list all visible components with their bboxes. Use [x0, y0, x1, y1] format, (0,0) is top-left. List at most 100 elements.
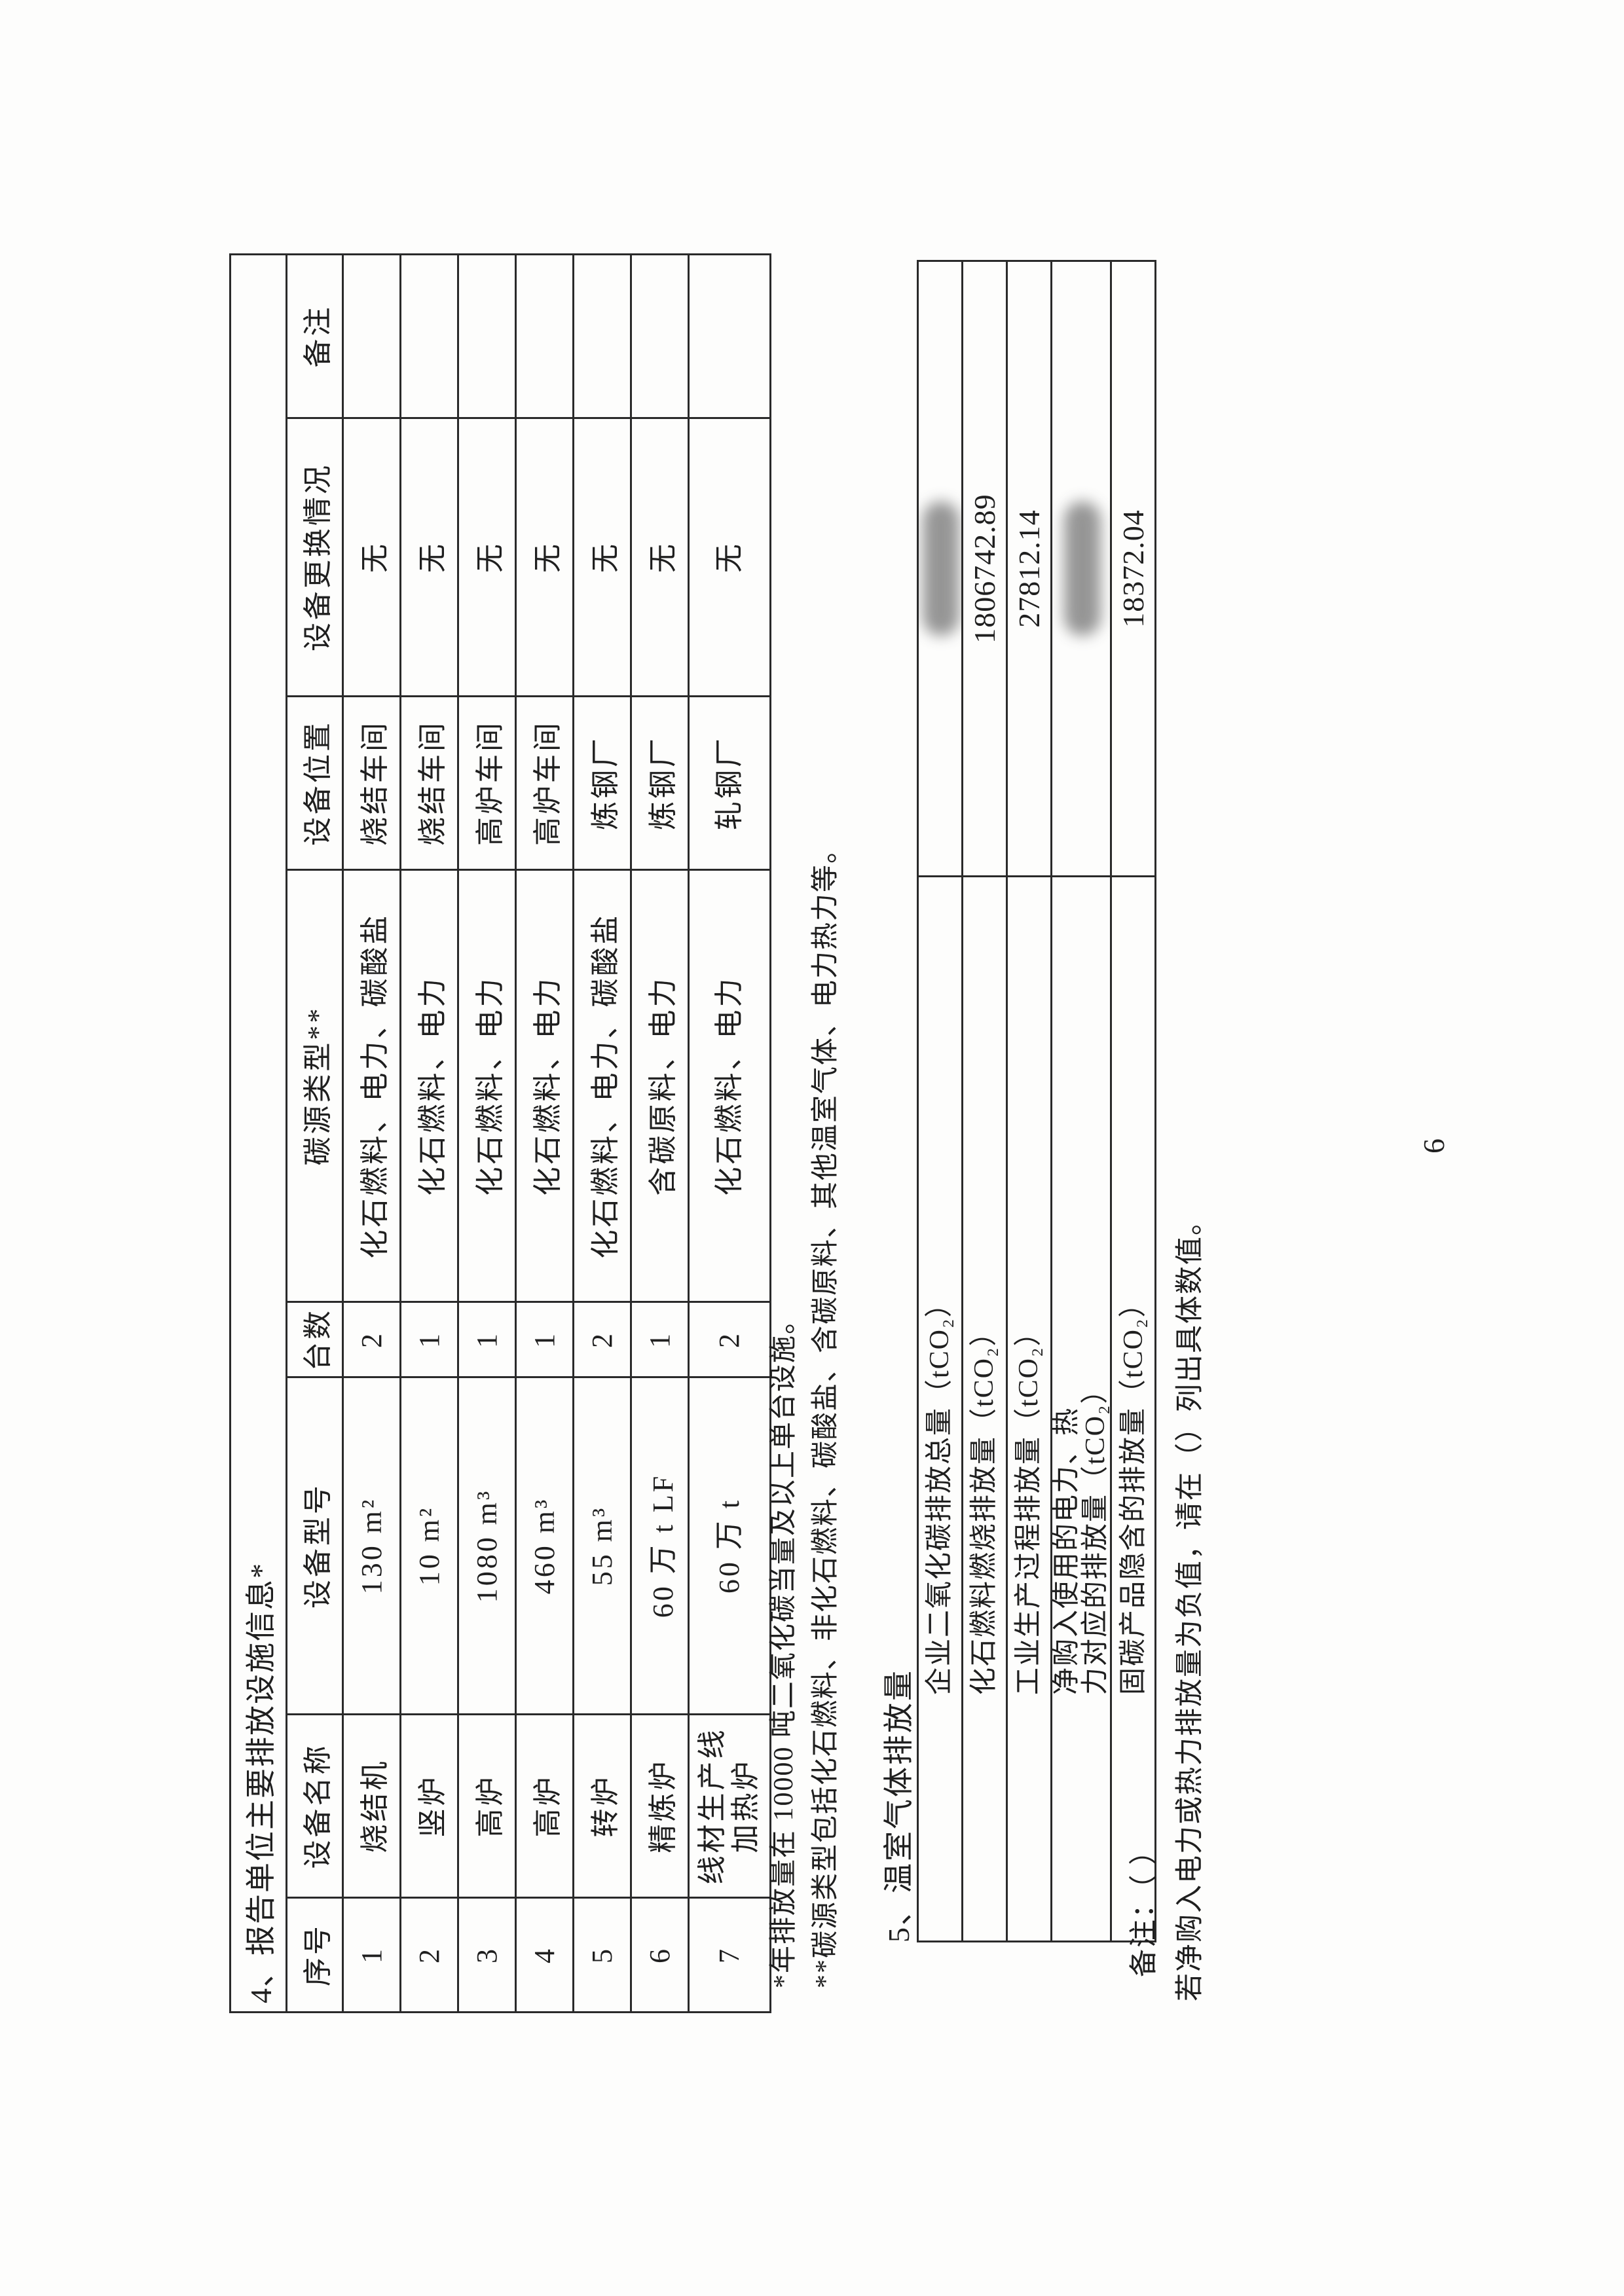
facility-table: 4、报告单位主要排放设施信息* 序号 设备名称 设备型号 台数 碳源类型** 设备位置 设备…: [229, 253, 771, 2013]
emission-value: [1051, 261, 1111, 877]
footnote-annual-threshold: *年排放量在 10000 吨二氧化碳当量及以上单台设施。: [769, 1305, 799, 1988]
emission-row: 工业生产过程排放量（tCO₂） 27812.14: [1006, 261, 1052, 1942]
cell-note: [573, 254, 631, 418]
cell-model: 460 m³: [515, 1377, 574, 1715]
emission-row: 企业二氧化碳排放总量（tCO₂）: [917, 261, 963, 1942]
facility-table-title-row: 4、报告单位主要排放设施信息*: [230, 254, 287, 2013]
facility-row: 1 烧结机 130 m² 2 化石燃料、电力、碳酸盐 烧结车间无: [342, 254, 401, 2013]
column-header-1: 设备名称: [286, 1714, 343, 1898]
cell-replace: 无: [342, 418, 401, 697]
cell-carbon: 化石燃料、电力: [515, 869, 574, 1302]
emission-row: 净购入使用的电力、热 力对应的排放量（tCO₂）: [1051, 261, 1111, 1942]
cell-model: 60 万 t: [688, 1377, 771, 1715]
page-number: 6: [1417, 1139, 1450, 1154]
cell-model: 60 万 t LF: [631, 1377, 689, 1715]
emission-value: 27812.14: [1006, 261, 1052, 877]
facility-table-header-row: 序号 设备名称 设备型号 台数 碳源类型** 设备位置 设备更换情况 备注: [286, 254, 343, 2013]
section4-title: 4、报告单位主要排放设施信息*: [230, 254, 287, 2013]
cell-count: 2: [688, 1302, 771, 1377]
footnote-carbon-source-types: **碳源类型包括化石燃料、非化石燃料、碳酸盐、含碳原料、其他温室气体、电力热力等…: [811, 834, 841, 1988]
cell-name: 高炉: [458, 1714, 516, 1898]
cell-no: 7: [688, 1897, 771, 2013]
facility-row: 4 高炉 460 m³ 1 化石燃料、电力 高炉车间无: [515, 254, 574, 2013]
cell-count: 1: [515, 1302, 574, 1377]
cell-carbon: 化石燃料、电力、碳酸盐: [342, 869, 401, 1302]
column-header-2: 设备型号: [286, 1377, 343, 1715]
cell-note: [515, 254, 574, 418]
cell-carbon: 化石燃料、电力、碳酸盐: [573, 869, 631, 1302]
remark-line: 备注：（ ）: [1129, 1835, 1160, 1977]
cell-name: 高炉: [515, 1714, 574, 1898]
facility-row: 7 线材生产线 加热炉 60 万 t 2 化石燃料、电力 轧钢厂无: [688, 254, 771, 2013]
cell-location: 烧结车间: [400, 696, 458, 870]
section5-heading: 5、温室气体排放量: [882, 1669, 915, 1942]
cell-note: [400, 254, 458, 418]
cell-note: [631, 254, 689, 418]
cell-note: [688, 254, 771, 418]
column-header-7: 备注: [286, 254, 343, 418]
emission-row: 化石燃料燃烧排放量（tCO₂） 1806742.89: [962, 261, 1007, 1942]
cell-carbon: 含碳原料、电力: [631, 869, 689, 1302]
cell-replace: 无: [515, 418, 574, 697]
facility-row: 3 高炉 1080 m³ 1 化石燃料、电力 高炉车间无: [458, 254, 516, 2013]
column-header-6: 设备更换情况: [286, 418, 343, 697]
column-header-4: 碳源类型**: [286, 869, 343, 1302]
cell-location: 轧钢厂: [688, 696, 771, 870]
cell-count: 1: [631, 1302, 689, 1377]
emission-row: 固碳产品隐含的排放量（tCO₂） 18372.04: [1111, 261, 1156, 1942]
cell-name: 竖炉: [400, 1714, 458, 1898]
cell-location: 高炉车间: [458, 696, 516, 870]
cell-name: 精炼炉: [631, 1714, 689, 1898]
cell-replace: 无: [688, 418, 771, 697]
cell-no: 6: [631, 1897, 689, 2013]
cell-count: 2: [573, 1302, 631, 1377]
cell-replace: 无: [458, 418, 516, 697]
remark-note-line: 若净购入电力或热力排放量为负值，请在（）列出具体数值。: [1175, 1206, 1206, 2001]
facility-row: 2 竖炉 10 m² 1 化石燃料、电力 烧结车间无: [400, 254, 458, 2013]
emission-label: 化石燃料燃烧排放量（tCO₂）: [962, 876, 1007, 1942]
emission-label: 企业二氧化碳排放总量（tCO₂）: [917, 876, 963, 1942]
cell-replace: 无: [400, 418, 458, 697]
emission-label: 固碳产品隐含的排放量（tCO₂）: [1111, 876, 1156, 1942]
cell-replace: 无: [631, 418, 689, 697]
cell-location: 炼钢厂: [573, 696, 631, 870]
cell-model: 130 m²: [342, 1377, 401, 1715]
emission-value: 18372.04: [1111, 261, 1156, 877]
emission-table: 企业二氧化碳排放总量（tCO₂） 化石燃料燃烧排放量（tCO₂） 1806742.8…: [917, 260, 1156, 1942]
cell-no: 2: [400, 1897, 458, 2013]
cell-replace: 无: [573, 418, 631, 697]
emission-value: [917, 261, 963, 877]
cell-model: 10 m²: [400, 1377, 458, 1715]
cell-name: 烧结机: [342, 1714, 401, 1898]
cell-carbon: 化石燃料、电力: [688, 869, 771, 1302]
facility-table-body: 1 烧结机 130 m² 2 化石燃料、电力、碳酸盐 烧结车间无 2 竖炉 10 m² 1 化石燃料…: [342, 254, 771, 2013]
cell-location: 高炉车间: [515, 696, 574, 870]
redacted-value-blur: [1063, 501, 1101, 636]
redacted-value-blur: [923, 501, 960, 636]
emission-label: 净购入使用的电力、热 力对应的排放量（tCO₂）: [1051, 876, 1111, 1942]
cell-carbon: 化石燃料、电力: [400, 869, 458, 1302]
emission-label: 工业生产过程排放量（tCO₂）: [1006, 876, 1052, 1942]
column-header-5: 设备位置: [286, 696, 343, 870]
column-header-0: 序号: [286, 1897, 343, 2013]
cell-note: [342, 254, 401, 418]
cell-carbon: 化石燃料、电力: [458, 869, 516, 1302]
facility-row: 6 精炼炉 60 万 t LF 1 含碳原料、电力 炼钢厂无: [631, 254, 689, 2013]
cell-no: 1: [342, 1897, 401, 2013]
cell-location: 烧结车间: [342, 696, 401, 870]
cell-note: [458, 254, 516, 418]
cell-no: 3: [458, 1897, 516, 2013]
column-header-3: 台数: [286, 1302, 343, 1377]
cell-name: 线材生产线 加热炉: [688, 1714, 771, 1898]
emission-table-body: 企业二氧化碳排放总量（tCO₂） 化石燃料燃烧排放量（tCO₂） 1806742.8…: [917, 261, 1156, 1942]
cell-no: 5: [573, 1897, 631, 2013]
cell-model: 1080 m³: [458, 1377, 516, 1715]
emission-value: 1806742.89: [962, 261, 1007, 877]
facility-row: 5 转炉 55 m³ 2 化石燃料、电力、碳酸盐 炼钢厂无: [573, 254, 631, 2013]
cell-count: 1: [400, 1302, 458, 1377]
cell-count: 2: [342, 1302, 401, 1377]
cell-model: 55 m³: [573, 1377, 631, 1715]
cell-count: 1: [458, 1302, 516, 1377]
